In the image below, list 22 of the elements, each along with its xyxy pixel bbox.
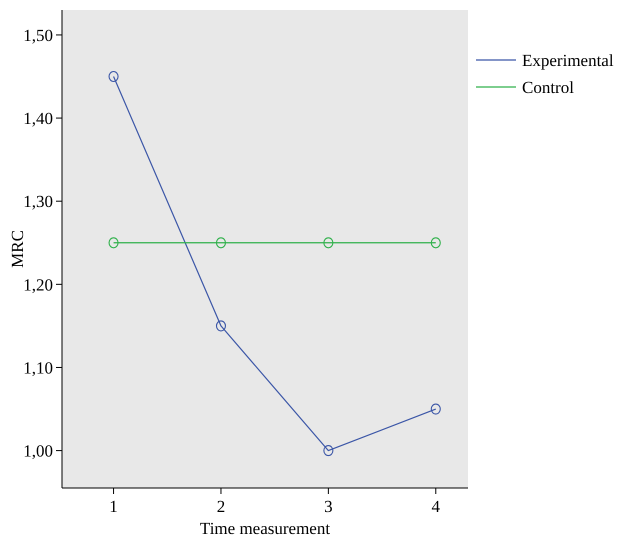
y-tick-label: 1,30 (23, 192, 53, 212)
y-tick-label: 1,50 (23, 26, 53, 45)
point (430, 237, 441, 248)
x-tick-label: 1 (109, 497, 118, 516)
point (216, 320, 226, 332)
y-tick-label: 1,00 (23, 442, 53, 461)
y-axis-title: MRC (8, 230, 27, 268)
x-axis-title: Time measurement (200, 519, 330, 538)
point (108, 237, 119, 248)
legend-label: Control (522, 78, 574, 97)
y-tick-label: 1,10 (23, 358, 53, 378)
legend-label: Experimental (522, 50, 614, 70)
x-tick-label: 3 (324, 497, 333, 516)
point (323, 237, 334, 248)
y-tick-label: 1,40 (23, 109, 53, 128)
point (323, 445, 334, 456)
x-tick-label: 4 (432, 497, 441, 516)
point (430, 403, 441, 415)
point (216, 237, 226, 248)
y-tick-label: 1,20 (23, 275, 53, 294)
point (108, 70, 119, 82)
x-tick-label: 2 (216, 497, 226, 516)
